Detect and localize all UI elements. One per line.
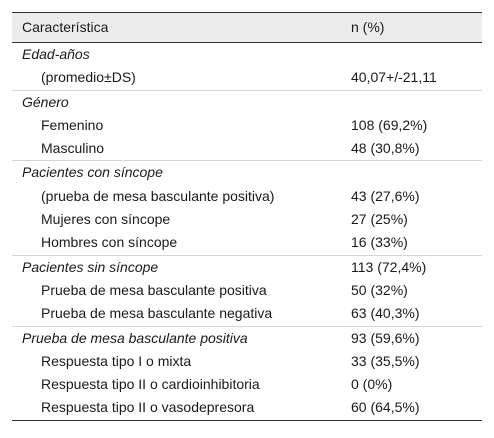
- table-row: Respuesta tipo II o cardioinhibitoria 0 (…: [12, 373, 482, 396]
- table-group-row: Prueba de mesa basculante positiva 93 (59…: [12, 325, 482, 350]
- table-row: (promedio±DS) 40,07+/-21,11: [12, 66, 482, 89]
- row-value: 113 (72,4%): [351, 258, 427, 275]
- data-table: Característica n (%) Edad-años (promedio±…: [12, 12, 482, 421]
- row-label: Pacientes con síncope: [22, 164, 163, 181]
- table-header: Característica n (%): [12, 12, 482, 43]
- row-value: 0 (0%): [351, 376, 393, 393]
- row-value: 48 (30,8%): [351, 140, 420, 157]
- header-n-percent: n (%): [351, 19, 385, 35]
- row-label: Hombres con síncope: [41, 234, 178, 251]
- row-label: Femenino: [41, 116, 104, 133]
- table-row: Respuesta tipo II o vasodepresora 60 (64,…: [12, 396, 482, 419]
- row-value: 43 (27,6%): [351, 187, 420, 204]
- table-row: Mujeres con síncope 27 (25%): [12, 208, 482, 231]
- row-value: 33 (35,5%): [351, 352, 420, 369]
- row-value: 108 (69,2%): [351, 116, 428, 133]
- table-row: Prueba de mesa basculante negativa 63 (40…: [12, 302, 482, 325]
- row-label: Prueba de mesa basculante negativa: [41, 305, 273, 322]
- row-label: Respuesta tipo II o vasodepresora: [41, 399, 255, 416]
- row-label: Mujeres con síncope: [41, 211, 171, 228]
- row-value: 50 (32%): [351, 281, 408, 298]
- row-label: Respuesta tipo II o cardioinhibitoria: [41, 376, 260, 393]
- table-row: Femenino 108 (69,2%): [12, 114, 482, 137]
- table-body: Edad-años (promedio±DS) 40,07+/-21,11 Géner…: [12, 43, 482, 421]
- table-row: Masculino 48 (30,8%): [12, 137, 482, 160]
- header-caracteristica: Característica: [22, 19, 109, 35]
- table-group-row: Pacientes con síncope: [12, 160, 482, 184]
- row-value: 60 (64,5%): [351, 399, 420, 416]
- row-value: 63 (40,3%): [351, 305, 420, 322]
- row-label: Prueba de mesa basculante positiva: [41, 281, 267, 298]
- table-group-row: Género: [12, 89, 482, 114]
- table-row: Respuesta tipo I o mixta 33 (35,5%): [12, 350, 482, 373]
- row-value: 93 (59,6%): [351, 329, 420, 346]
- table-row: Hombres con síncope 16 (33%): [12, 231, 482, 254]
- row-label: Edad-años: [22, 46, 90, 62]
- row-label: Pacientes sin síncope: [22, 258, 159, 275]
- table-row: Prueba de mesa basculante positiva 50 (32…: [12, 279, 482, 302]
- row-value: 40,07+/-21,11: [351, 69, 437, 86]
- table-row: (prueba de mesa basculante positiva) 43 (…: [12, 185, 482, 208]
- row-label: Género: [22, 93, 69, 110]
- row-value: 16 (33%): [351, 234, 408, 251]
- row-label: (promedio±DS): [41, 69, 136, 86]
- row-label: Respuesta tipo I o mixta: [41, 352, 192, 369]
- row-value: 27 (25%): [351, 211, 408, 228]
- row-label: (prueba de mesa basculante positiva): [41, 187, 275, 204]
- row-label: Masculino: [41, 140, 105, 157]
- row-label: Prueba de mesa basculante positiva: [22, 329, 248, 346]
- table-group-row: Edad-años: [12, 43, 482, 66]
- table-group-row: Pacientes sin síncope 113 (72,4%): [12, 254, 482, 279]
